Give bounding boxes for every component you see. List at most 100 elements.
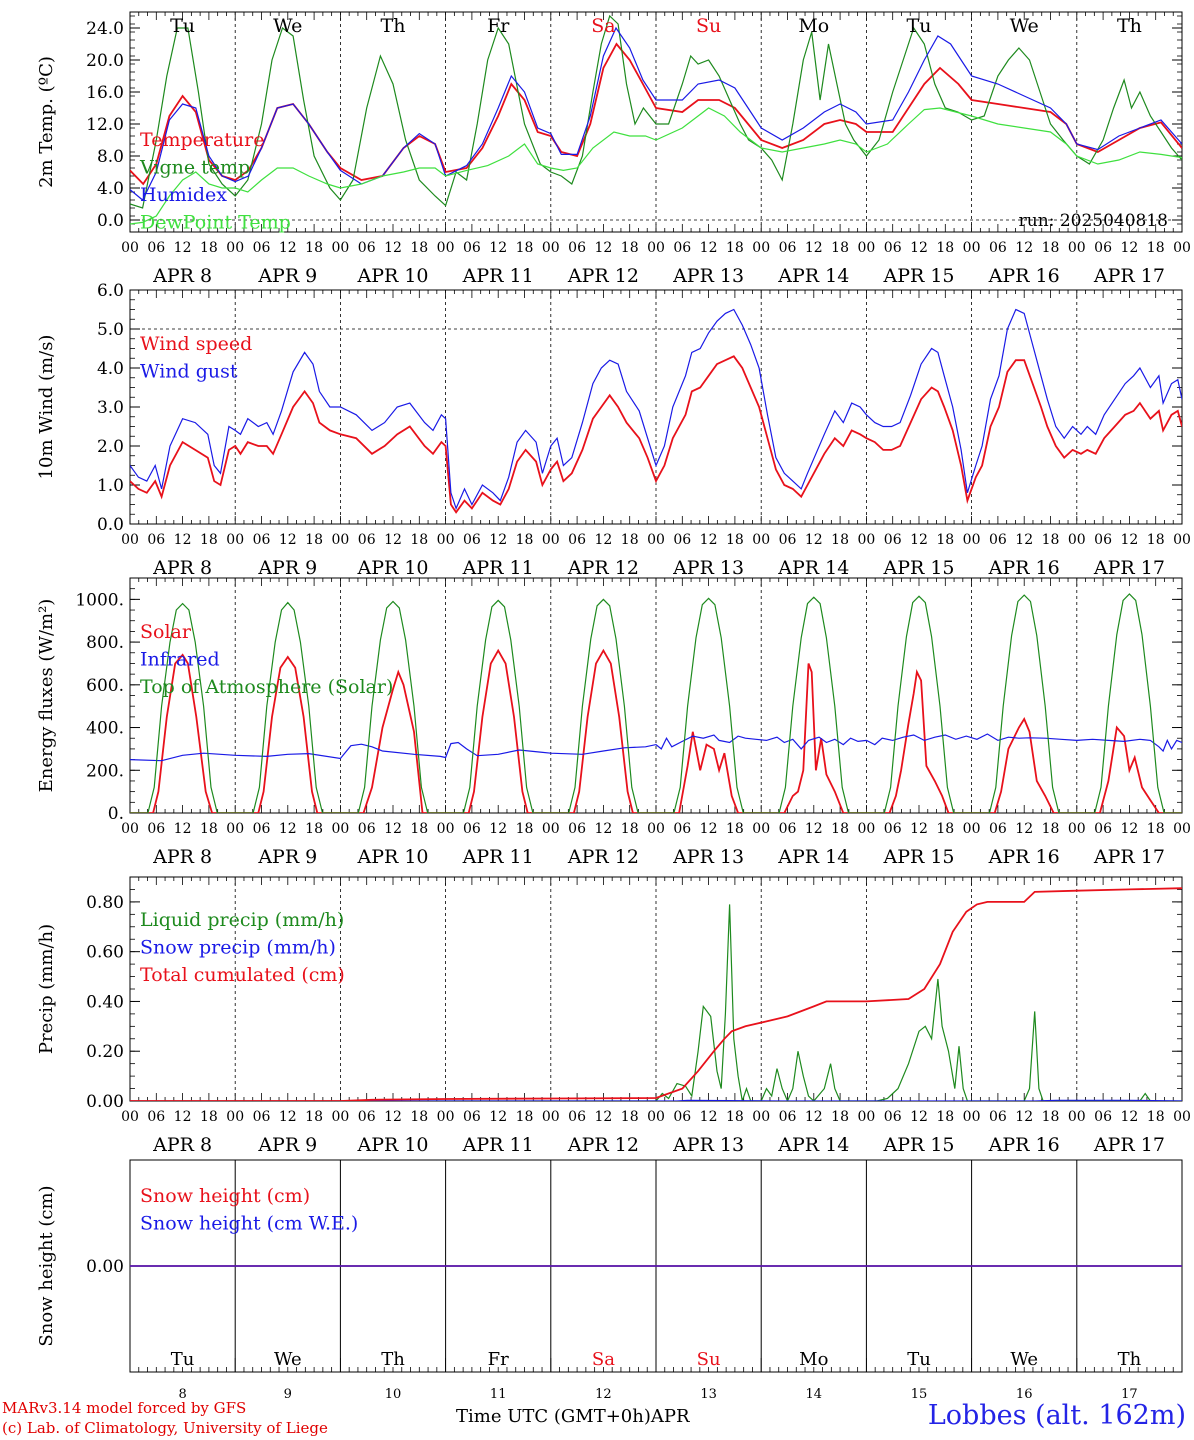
day-name: Tu bbox=[170, 15, 195, 37]
hour-label: 06 bbox=[253, 821, 271, 837]
y-tick-label: 20.0 bbox=[86, 51, 124, 71]
legend-entry: Temperature bbox=[140, 129, 264, 151]
hour-label: 00 bbox=[226, 240, 244, 256]
hour-label: 18 bbox=[200, 532, 218, 548]
hour-label: 18 bbox=[305, 240, 323, 256]
hour-label: 06 bbox=[989, 1109, 1007, 1125]
hour-label: 18 bbox=[1147, 821, 1165, 837]
hour-label: 18 bbox=[1042, 1109, 1060, 1125]
hour-label: 06 bbox=[673, 1109, 691, 1125]
hour-label: 06 bbox=[463, 240, 481, 256]
hour-label: 12 bbox=[489, 1109, 507, 1125]
y-tick-label: 0.80 bbox=[86, 893, 124, 913]
hour-label: 18 bbox=[305, 821, 323, 837]
hour-label: 00 bbox=[752, 821, 770, 837]
y-tick-label: 0.40 bbox=[86, 992, 124, 1012]
y-tick-label: 4.0 bbox=[97, 359, 124, 379]
series-line bbox=[130, 648, 1182, 813]
series-line bbox=[130, 593, 1182, 813]
hour-label: 06 bbox=[568, 532, 586, 548]
hour-label: 12 bbox=[910, 532, 928, 548]
hour-label: 06 bbox=[779, 532, 797, 548]
y-tick-label: 2.0 bbox=[97, 437, 124, 457]
hour-label: 18 bbox=[621, 821, 639, 837]
hour-label: 06 bbox=[1094, 1109, 1112, 1125]
hour-label: 18 bbox=[621, 240, 639, 256]
hour-label: 18 bbox=[1042, 532, 1060, 548]
hour-label: 00 bbox=[331, 532, 349, 548]
day-name: Sa bbox=[592, 1349, 615, 1370]
hour-label: 00 bbox=[121, 1109, 139, 1125]
date-label: APR 13 bbox=[672, 265, 744, 287]
hour-label: 12 bbox=[1120, 240, 1138, 256]
series-line bbox=[130, 887, 1182, 1101]
hour-label: 00 bbox=[1173, 240, 1191, 256]
series-line bbox=[130, 1099, 1182, 1101]
hour-label: 06 bbox=[463, 1109, 481, 1125]
hour-label: 00 bbox=[857, 821, 875, 837]
day-number: 12 bbox=[595, 1387, 612, 1402]
hour-label: 12 bbox=[805, 532, 823, 548]
date-label: APR 10 bbox=[356, 846, 428, 868]
date-label: APR 10 bbox=[356, 557, 428, 579]
hour-label: 12 bbox=[279, 1109, 297, 1125]
legend-entry: DewPoint Temp bbox=[140, 212, 291, 234]
day-number: 8 bbox=[178, 1387, 186, 1402]
hour-label: 06 bbox=[147, 532, 165, 548]
hour-label: 12 bbox=[910, 1109, 928, 1125]
panel-5: 0.00 Snow height (cm) Snow height (cm) Snow… bbox=[36, 1159, 1183, 1402]
hour-label: 06 bbox=[463, 532, 481, 548]
day-name: Su bbox=[697, 1349, 721, 1370]
hour-label: 12 bbox=[489, 821, 507, 837]
day-name: Th bbox=[381, 15, 406, 37]
hour-label: 06 bbox=[779, 1109, 797, 1125]
hour-label: 06 bbox=[884, 1109, 902, 1125]
day-number: 17 bbox=[1121, 1387, 1138, 1402]
hour-label: 00 bbox=[752, 240, 770, 256]
day-name: We bbox=[273, 15, 302, 37]
hour-label: 00 bbox=[1068, 821, 1086, 837]
date-label: APR 12 bbox=[567, 846, 639, 868]
day-name: Mo bbox=[798, 15, 829, 37]
panel-2: 0.0 1.0 2.0 3.0 4.0 5.0 6.0 10m Wind (m/s) Wind … bbox=[36, 281, 1191, 579]
hour-label: 12 bbox=[700, 821, 718, 837]
hour-label: 00 bbox=[437, 1109, 455, 1125]
hour-label: 00 bbox=[1173, 532, 1191, 548]
hour-label: 00 bbox=[963, 240, 981, 256]
date-label: APR 13 bbox=[672, 1134, 744, 1156]
hour-label: 00 bbox=[331, 821, 349, 837]
date-label: APR 9 bbox=[257, 557, 317, 579]
hour-label: 12 bbox=[174, 1109, 192, 1125]
hour-label: 06 bbox=[568, 240, 586, 256]
hour-label: 06 bbox=[989, 821, 1007, 837]
hour-label: 00 bbox=[647, 240, 665, 256]
hour-label: 18 bbox=[200, 240, 218, 256]
hour-label: 12 bbox=[700, 1109, 718, 1125]
hour-label: 12 bbox=[910, 821, 928, 837]
hour-label: 18 bbox=[410, 240, 428, 256]
hour-label: 12 bbox=[174, 240, 192, 256]
hour-label: 06 bbox=[884, 532, 902, 548]
y-tick-label: 400. bbox=[86, 719, 124, 739]
day-number: 14 bbox=[806, 1387, 823, 1402]
day-name: Mo bbox=[799, 1349, 828, 1370]
series-line bbox=[130, 107, 1182, 225]
series-line bbox=[130, 733, 1182, 762]
hour-label: 18 bbox=[1147, 532, 1165, 548]
hour-label: 06 bbox=[1094, 240, 1112, 256]
date-label: APR 14 bbox=[777, 265, 849, 287]
hour-label: 12 bbox=[700, 240, 718, 256]
hour-label: 12 bbox=[1015, 821, 1033, 837]
y-tick-label: 0.0 bbox=[97, 515, 124, 535]
day-number: 10 bbox=[385, 1387, 402, 1402]
hour-label: 06 bbox=[779, 240, 797, 256]
hour-label: 00 bbox=[226, 821, 244, 837]
date-label: APR 8 bbox=[152, 557, 212, 579]
legend-entry: Total cumulated (cm) bbox=[140, 964, 345, 986]
hour-label: 12 bbox=[1120, 1109, 1138, 1125]
hour-label: 00 bbox=[1068, 532, 1086, 548]
hour-label: 00 bbox=[226, 1109, 244, 1125]
hour-label: 18 bbox=[831, 532, 849, 548]
y-tick-label: 200. bbox=[86, 761, 124, 781]
hour-label: 06 bbox=[1094, 532, 1112, 548]
